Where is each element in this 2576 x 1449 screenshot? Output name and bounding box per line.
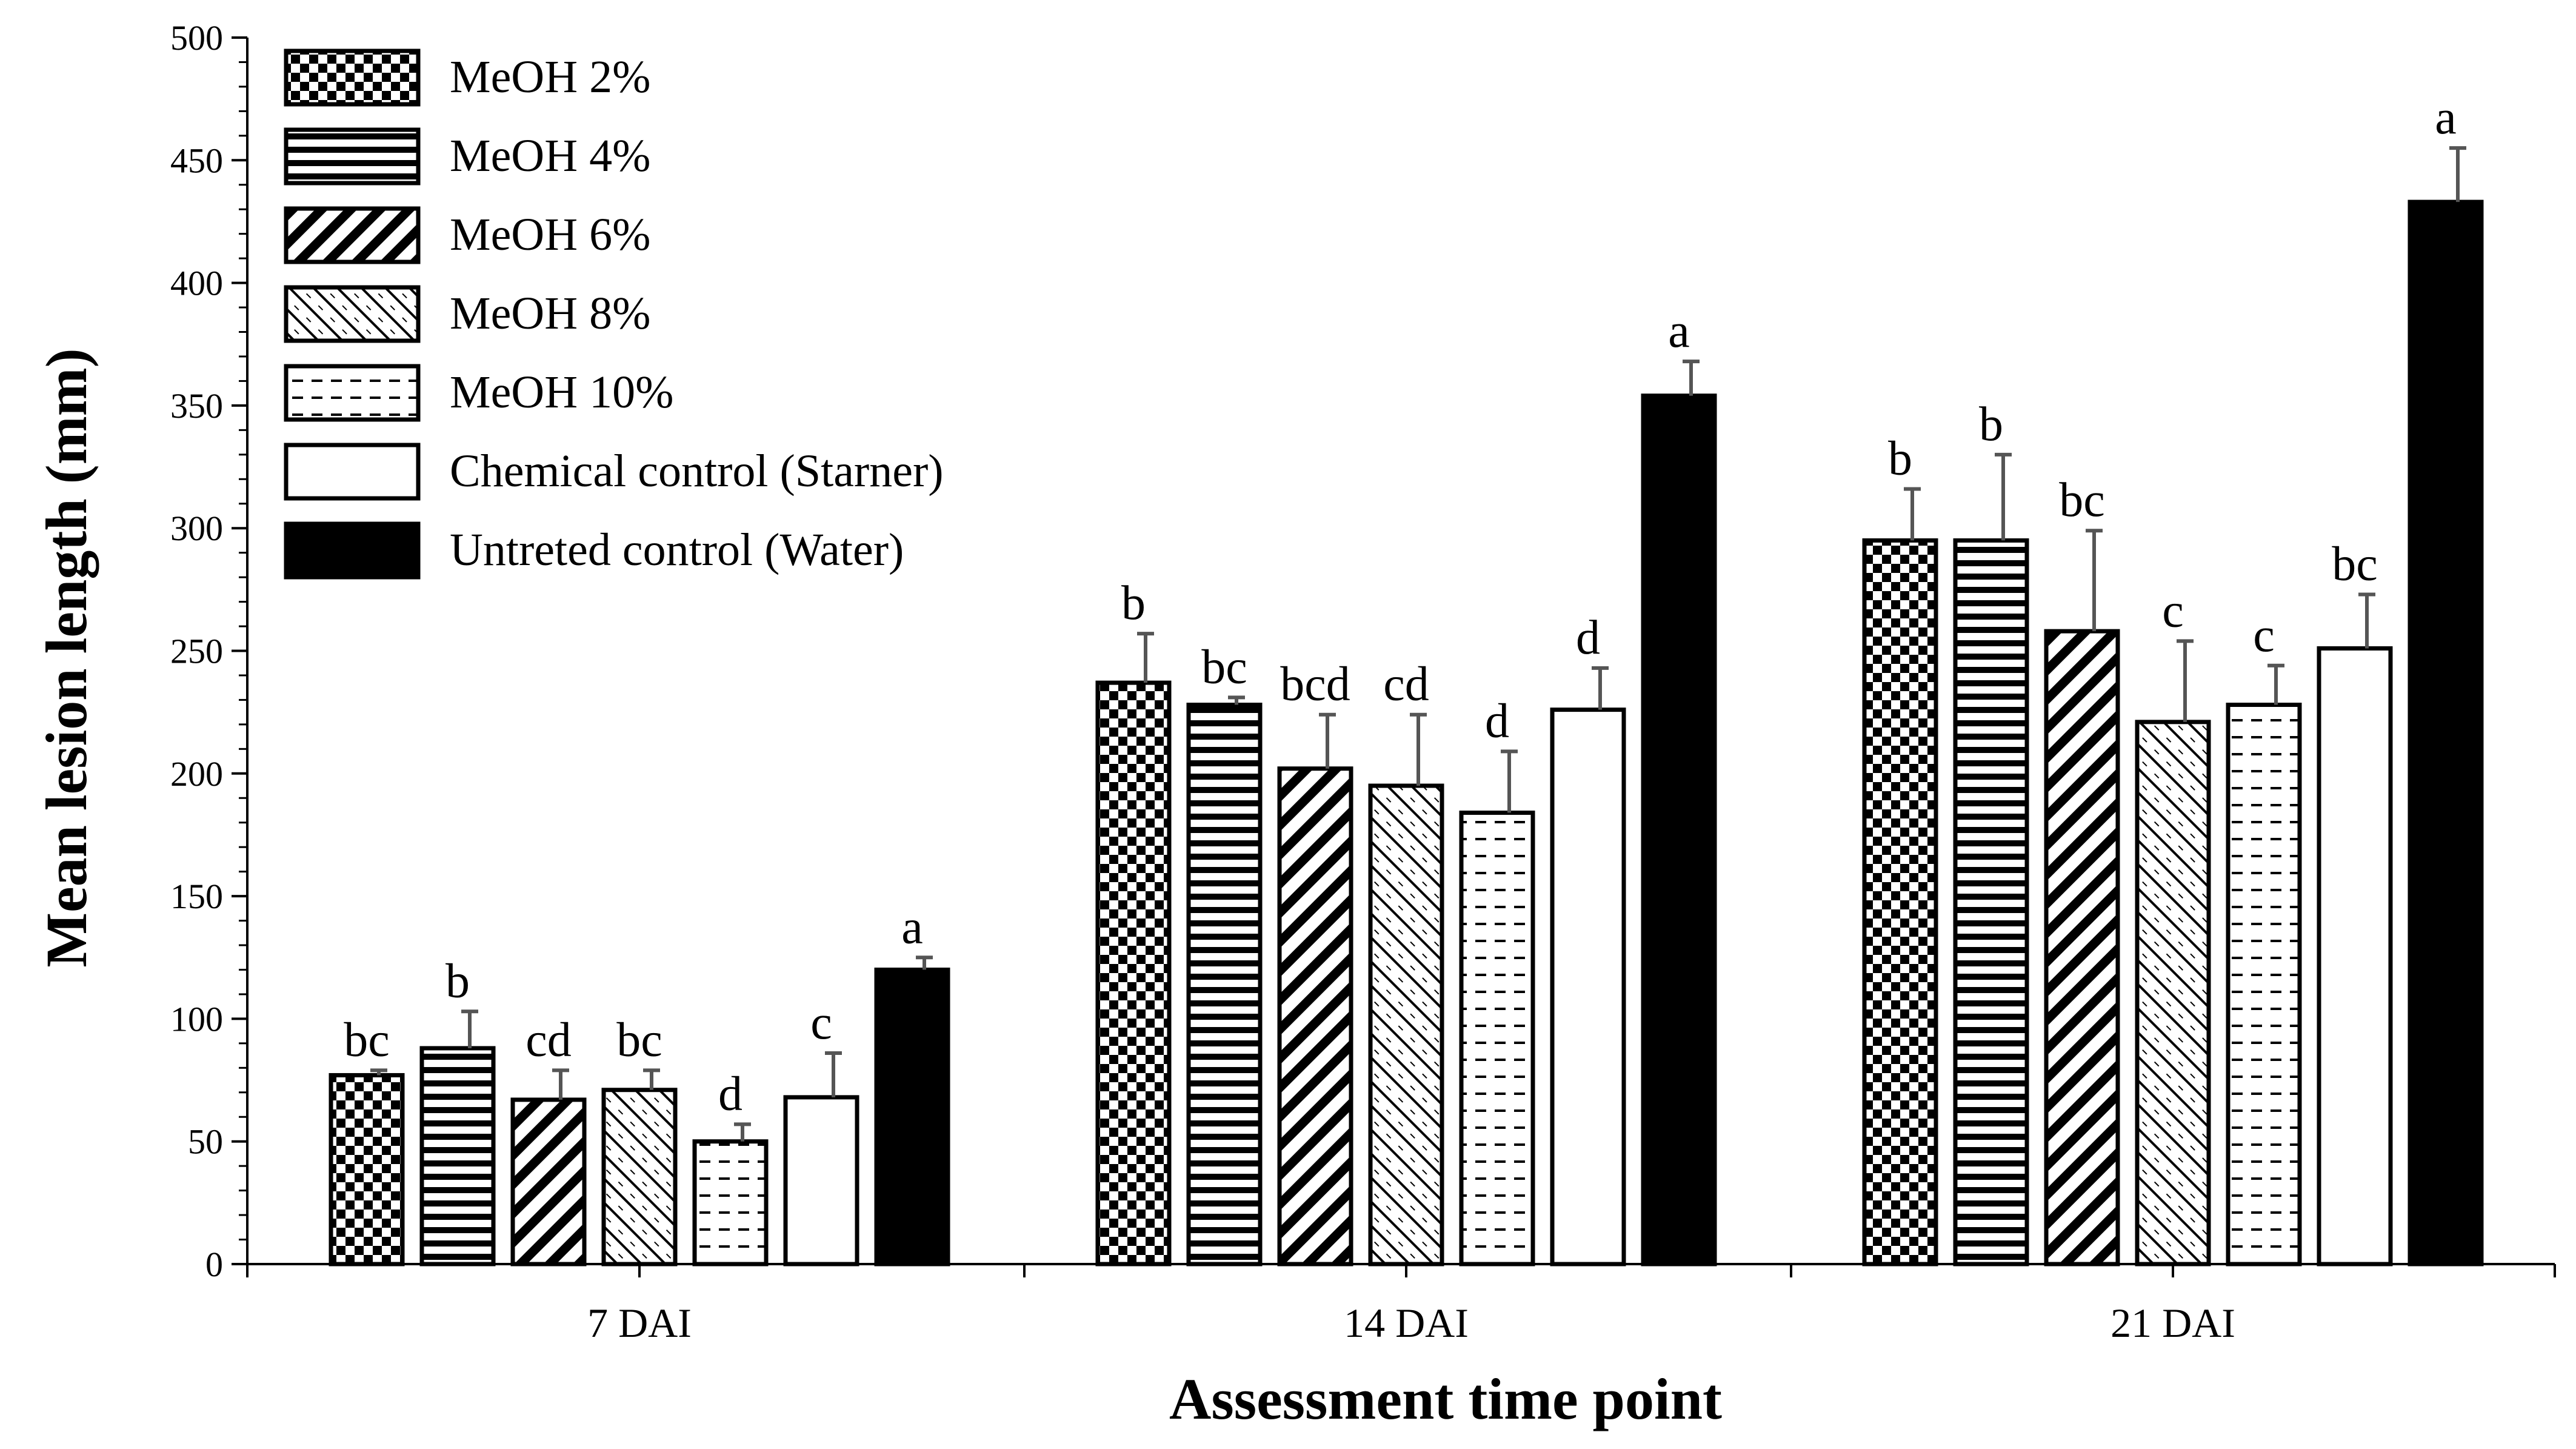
bar	[1095, 680, 1172, 1267]
bar	[2135, 720, 2211, 1267]
x-axis-title: Assessment time point	[1169, 1367, 1722, 1431]
bar	[783, 1095, 859, 1267]
y-tick-label: 450	[170, 141, 223, 180]
legend-label: MeOH 6%	[450, 209, 650, 260]
bar	[1459, 811, 1535, 1267]
y-tick-label: 500	[170, 18, 223, 58]
significance-label: b	[1121, 577, 1146, 630]
legend-swatch	[284, 49, 421, 107]
legend-swatch	[284, 364, 421, 422]
plot-area: 0 50 100 150 200 250 300 350 400 450 500 7 DAI 14 DA…	[170, 18, 2556, 1346]
legend-label: MeOH 10%	[450, 367, 673, 418]
bar	[2044, 629, 2120, 1267]
bar	[2407, 199, 2484, 1267]
y-tick-label: 50	[188, 1122, 223, 1162]
y-tick-label: 0	[205, 1245, 223, 1284]
y-tick-label: 400	[170, 264, 223, 303]
y-tick-label: 300	[170, 509, 223, 548]
significance-label: bc	[344, 1013, 390, 1066]
x-category-label: 21 DAI	[2111, 1300, 2235, 1346]
y-tick-label: 150	[170, 877, 223, 916]
significance-label: cd	[1383, 658, 1429, 711]
significance-label: b	[1979, 398, 2003, 451]
significance-label: c	[2253, 609, 2275, 662]
bar	[329, 1073, 405, 1267]
y-tick-label: 200	[170, 754, 223, 794]
legend-label: MeOH 2%	[450, 52, 650, 102]
x-category-label: 7 DAI	[587, 1300, 692, 1346]
significance-label: c	[2162, 584, 2184, 637]
significance-label: bc	[2332, 537, 2378, 591]
bar	[1641, 393, 1717, 1267]
bar	[692, 1139, 769, 1267]
legend-swatch	[284, 127, 421, 186]
significance-label: c	[810, 996, 832, 1049]
bar	[510, 1097, 587, 1267]
significance-label: cd	[526, 1013, 572, 1066]
legend-swatch	[284, 521, 421, 580]
significance-label: bc	[2059, 474, 2105, 527]
bar	[601, 1088, 678, 1267]
y-tick-label: 100	[170, 999, 223, 1039]
y-axis-title: Mean lesion length (mm)	[34, 348, 99, 967]
significance-label: d	[1576, 611, 1600, 664]
x-category-label: 14 DAI	[1344, 1300, 1469, 1346]
significance-label: b	[1888, 432, 1912, 485]
bar	[1186, 703, 1263, 1267]
legend-label: MeOH 4%	[450, 130, 650, 181]
bar	[419, 1046, 496, 1267]
y-tick-label: 350	[170, 386, 223, 426]
significance-label: a	[2435, 91, 2457, 144]
bar	[1368, 783, 1444, 1267]
significance-label: d	[1485, 694, 1509, 748]
legend-label: Chemical control (Starner)	[450, 446, 944, 497]
significance-label: a	[1668, 304, 1690, 358]
bar	[1277, 766, 1353, 1267]
bar	[2226, 703, 2302, 1267]
legend-label: MeOH 8%	[450, 288, 650, 339]
bar	[2317, 646, 2393, 1267]
significance-label: bc	[616, 1013, 662, 1066]
bar	[874, 967, 950, 1267]
bar	[1953, 538, 2029, 1267]
significance-label: bc	[1201, 640, 1247, 694]
significance-label: b	[445, 954, 470, 1008]
legend-swatch	[284, 285, 421, 343]
bar	[1550, 708, 1626, 1267]
legend-swatch	[284, 206, 421, 264]
significance-label: bcd	[1280, 658, 1350, 711]
bar	[1862, 538, 1938, 1267]
significance-label: a	[901, 900, 923, 954]
legend-label: Untreted control (Water)	[450, 524, 904, 575]
y-tick-label: 250	[170, 632, 223, 671]
significance-label: d	[718, 1067, 742, 1120]
legend-swatch	[284, 443, 421, 501]
